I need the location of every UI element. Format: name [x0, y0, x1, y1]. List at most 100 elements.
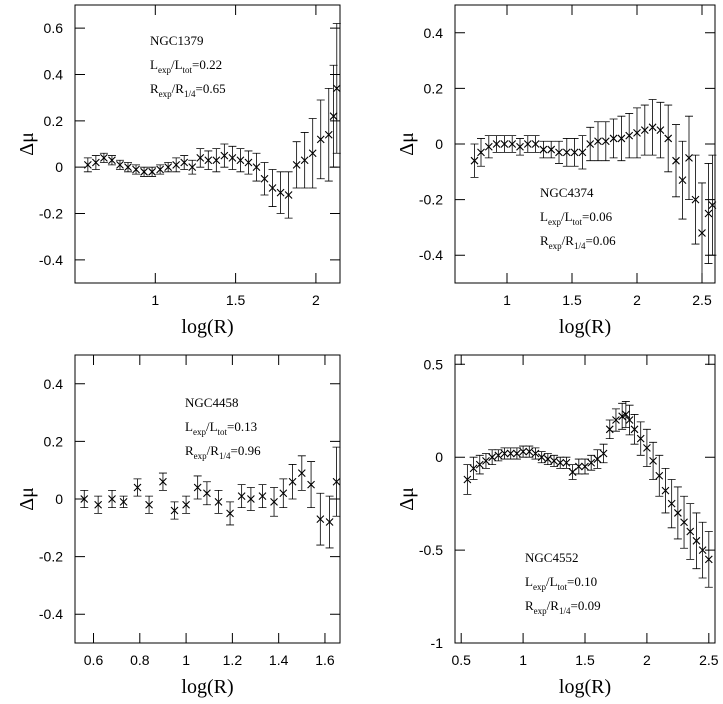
point [203, 489, 211, 498]
x-tick-label: 2 [312, 292, 320, 308]
x-tick-label: 1.5 [562, 292, 582, 308]
point [550, 457, 558, 465]
point [655, 471, 664, 480]
point [574, 462, 583, 471]
point [488, 453, 497, 462]
point [618, 412, 627, 421]
annotation-text: R [185, 443, 194, 458]
x-tick-label: 2.5 [699, 652, 719, 668]
point [643, 444, 651, 452]
point [276, 188, 285, 197]
x-axis-label: log(R) [559, 676, 611, 698]
x-tick-label: 1 [182, 652, 190, 668]
point [124, 163, 132, 172]
point [279, 489, 288, 498]
y-tick-label: -0.2 [419, 192, 443, 208]
x-axis-label: log(R) [181, 316, 233, 338]
point [568, 468, 577, 476]
y-axis-label: Δμ [396, 132, 418, 156]
annotation-text: =0.65 [195, 81, 225, 96]
point [543, 455, 552, 463]
y-tick-label: -0.2 [39, 549, 63, 565]
point [672, 156, 680, 165]
point [680, 518, 688, 527]
x-tick-label: 1.4 [269, 652, 289, 668]
plot-frame [74, 4, 341, 284]
annotation-text: R [150, 81, 159, 96]
point [284, 191, 293, 199]
point [601, 137, 610, 146]
y-axis-label: Δμ [16, 132, 38, 156]
point [691, 195, 700, 204]
annotation-text: /L [546, 574, 558, 589]
y-tick-label: 0 [435, 449, 443, 465]
point [649, 457, 657, 465]
point [612, 416, 620, 424]
point [270, 497, 278, 506]
x-tick-label: 1.2 [223, 652, 243, 668]
y-tick-label: 0.2 [424, 80, 444, 96]
point [523, 140, 532, 148]
point [519, 447, 527, 456]
panel: 0.5 1 1.5 2 2.5 -1 -0.5 0 0.5 log(R) Δμ NGC4552 Lexp… [396, 354, 719, 698]
annotation-text: /R [207, 443, 220, 458]
annotation-subscript: tot [558, 582, 568, 592]
annotation: Rexp/R1/4=0.65 [150, 81, 226, 99]
annotation-subscript: exp [534, 606, 547, 616]
point [140, 167, 148, 176]
annotation-text: =0.96 [230, 443, 261, 458]
point [562, 458, 571, 467]
point [316, 515, 325, 524]
point [91, 158, 100, 167]
point [630, 425, 639, 434]
point [581, 462, 589, 471]
point [578, 148, 587, 157]
annotation-text: R [540, 233, 549, 248]
point [236, 156, 245, 165]
annotation: Lexp/Ltot=0.22 [150, 57, 222, 75]
point [593, 455, 602, 463]
point [463, 475, 472, 484]
point [324, 130, 333, 139]
y-axis-label: Δμ [396, 487, 418, 511]
point [80, 495, 89, 503]
point [116, 160, 124, 169]
point [94, 500, 103, 509]
annotation: NGC4374 [540, 185, 594, 200]
y-tick-label: 0.5 [424, 356, 444, 372]
y-tick-label: -1 [431, 635, 444, 651]
x-tick-label: 0.5 [451, 652, 471, 668]
point [325, 518, 334, 526]
x-axis-label: log(R) [181, 676, 233, 698]
annotation-subscript: exp [158, 65, 171, 75]
annotation-subscript: exp [548, 217, 561, 227]
annotation-subscript: exp [193, 427, 206, 437]
point [678, 176, 687, 185]
y-axis-label: Δμ [16, 487, 38, 511]
annotation: Rexp/R1/4=0.09 [525, 598, 601, 616]
annotation-subscript: tot [573, 217, 583, 227]
point [633, 128, 641, 137]
point [252, 163, 261, 172]
annotation-text: L [540, 209, 548, 224]
annotation-text: /R [547, 598, 560, 613]
y-tick-label: 0 [435, 136, 443, 152]
annotation-subscript: exp [194, 451, 207, 461]
point [193, 483, 202, 492]
x-tick-label: 2 [633, 292, 641, 308]
point [625, 131, 634, 140]
annotation: NGC1379 [150, 33, 203, 48]
annotation: Rexp/R1/4=0.06 [540, 233, 616, 251]
annotation: Lexp/Ltot=0.13 [185, 419, 257, 437]
panel: 1 1.5 2 -0.4 -0.2 0 0.2 0.4 0.6 log(R) Δμ NGC1379 Le… [16, 4, 341, 338]
point [214, 497, 223, 506]
point [244, 158, 253, 167]
y-tick-label: -0.4 [39, 606, 63, 622]
point [182, 500, 190, 509]
y-tick-label: 0 [55, 159, 63, 175]
point [686, 527, 695, 536]
point [159, 477, 167, 486]
annotation-text: L [525, 574, 533, 589]
annotation-text: /L [561, 209, 573, 224]
point [477, 148, 485, 157]
